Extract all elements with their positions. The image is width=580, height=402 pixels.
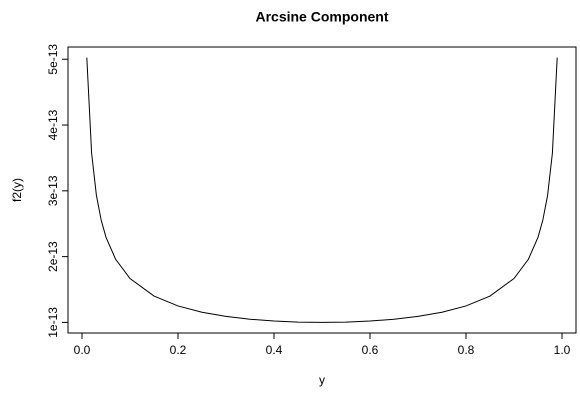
- y-tick-label: 4e-13: [46, 109, 60, 140]
- y-tick-label: 3e-13: [46, 175, 60, 206]
- x-tick-label: 0.6: [362, 343, 379, 357]
- y-axis-label: f2(y): [10, 178, 24, 202]
- chart-title: Arcsine Component: [255, 9, 388, 25]
- x-tick-label: 0.4: [266, 343, 283, 357]
- plot-box: [67, 46, 577, 334]
- x-tick-label: 0.2: [170, 343, 187, 357]
- x-tick-label: 1.0: [554, 343, 571, 357]
- x-tick-label: 0.8: [458, 343, 475, 357]
- y-tick-label: 1e-13: [46, 307, 60, 338]
- x-axis-label: y: [319, 373, 325, 387]
- line: [86, 57, 558, 323]
- y-tick-label: 2e-13: [46, 241, 60, 272]
- x-tick-label: 0.0: [74, 343, 91, 357]
- y-tick-label: 5e-13: [46, 44, 60, 75]
